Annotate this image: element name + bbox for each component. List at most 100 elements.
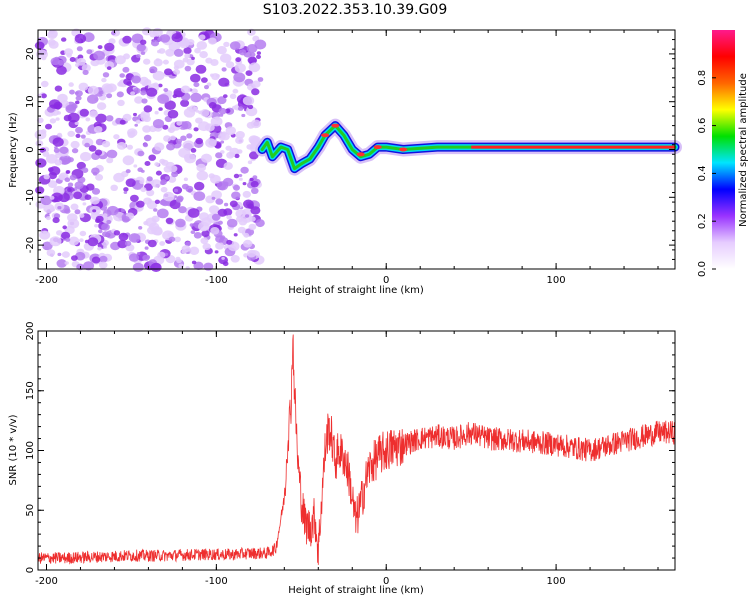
noise-blob [190, 230, 196, 235]
noise-blob [165, 217, 174, 224]
noise-blob [106, 93, 113, 99]
noise-blob [220, 132, 230, 141]
noise-blob [94, 224, 99, 228]
noise-blob [181, 183, 189, 190]
noise-blob [191, 260, 197, 265]
snr-ylabel: SNR (10 * v/v) [8, 414, 19, 485]
y-tick-label: 150 [25, 381, 36, 400]
x-tick-label: -100 [205, 576, 228, 587]
noise-blob [76, 46, 83, 52]
noise-blob [191, 88, 198, 94]
noise-blob [96, 102, 107, 110]
noise-blob [40, 129, 47, 135]
noise-blob [49, 236, 62, 247]
noise-blob [141, 98, 148, 104]
noise-blob [121, 216, 130, 223]
noise-blob [131, 33, 144, 44]
noise-blob [54, 85, 63, 92]
noise-blob [61, 251, 70, 258]
noise-blob [80, 151, 92, 162]
noise-blob [155, 170, 162, 176]
snr-y-ticks: 0 50 100 150 200 [25, 321, 675, 573]
noise-blob [83, 261, 95, 271]
noise-blob [117, 99, 125, 107]
noise-blob [98, 261, 108, 269]
noise-blob [43, 231, 47, 235]
noise-blob [157, 94, 170, 104]
noise-blob [78, 82, 89, 91]
noise-blob [62, 225, 67, 230]
noise-blob [113, 230, 121, 236]
noise-blob [175, 196, 183, 203]
noise-blob [254, 39, 267, 50]
noise-blob [137, 150, 145, 157]
noise-blob [64, 177, 71, 182]
noise-blob [75, 100, 80, 105]
noise-blob [75, 95, 82, 101]
x-tick-label: -200 [35, 576, 58, 587]
y-tick-label: 0 [25, 146, 36, 152]
noise-blob [193, 232, 202, 239]
noise-blob [67, 188, 72, 192]
noise-blob [88, 145, 97, 152]
noise-blob [97, 45, 103, 50]
noise-blob [131, 75, 141, 84]
noise-blob [133, 112, 137, 117]
noise-blob [64, 208, 71, 214]
noise-blob [94, 149, 103, 156]
noise-blob [137, 167, 143, 172]
colorbar-tick-label: 0.6 [697, 118, 708, 134]
noise-blob [175, 256, 181, 261]
noise-blob [106, 219, 112, 225]
noise-blob [35, 140, 44, 147]
y-tick-label: -10 [25, 189, 36, 205]
ridge-hotspot [331, 123, 340, 128]
noise-blob [119, 119, 126, 125]
noise-blob [150, 262, 162, 272]
noise-blob [226, 218, 238, 228]
noise-blob [57, 132, 62, 137]
noise-blob [186, 133, 193, 139]
noise-blob [89, 110, 99, 118]
noise-blob [159, 34, 171, 43]
noise-blob [128, 253, 140, 262]
noise-blob [106, 66, 112, 70]
noise-blob [195, 64, 207, 74]
noise-blob [194, 47, 201, 54]
noise-blob [202, 243, 211, 251]
noise-blob [108, 38, 116, 45]
noise-blob [180, 85, 191, 94]
ridge-inner [260, 124, 677, 171]
noise-blob [151, 226, 163, 236]
noise-blob [104, 61, 115, 70]
noise-blob [90, 196, 100, 205]
noise-blob [210, 73, 214, 77]
noise-blob [158, 83, 163, 88]
noise-blob [235, 209, 246, 219]
noise-blob [245, 214, 250, 218]
noise-blob [242, 190, 251, 198]
noise-blob [208, 37, 217, 45]
x-tick-label: 0 [383, 576, 389, 587]
noise-blob [107, 205, 119, 216]
noise-blob [167, 128, 172, 132]
noise-blob [124, 240, 132, 247]
noise-blob [146, 87, 158, 97]
noise-blob [102, 231, 109, 237]
x-tick-label: 0 [383, 275, 389, 286]
noise-blob [117, 142, 127, 150]
colorbar-tick-label: 0.2 [697, 213, 708, 229]
noise-blob [175, 218, 186, 228]
noise-blob [247, 249, 257, 258]
noise-blob [138, 226, 143, 230]
noise-blob [117, 81, 124, 87]
noise-blob [102, 140, 111, 148]
noise-blob [245, 70, 253, 76]
ridge-hotspot [373, 145, 382, 150]
noise-blob [114, 55, 126, 65]
y-tick-label: 50 [25, 504, 36, 517]
noise-blob [201, 153, 212, 163]
noise-blob [101, 223, 110, 231]
noise-blob [122, 66, 130, 73]
noise-blob [231, 191, 241, 200]
